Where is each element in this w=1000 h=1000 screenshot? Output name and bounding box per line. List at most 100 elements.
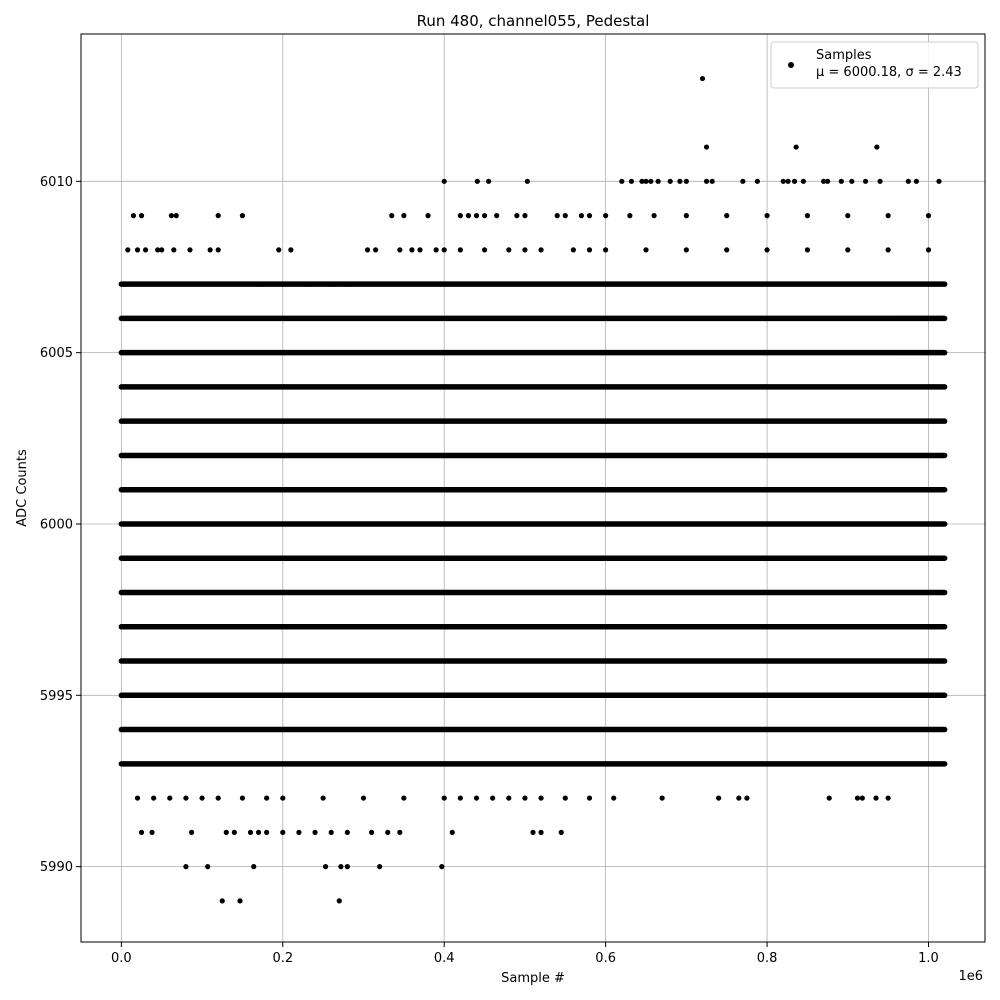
sample-point xyxy=(280,829,286,835)
sample-point xyxy=(441,178,447,184)
sample-point xyxy=(425,213,431,219)
sample-point xyxy=(628,178,635,184)
y-tick-label: 6010 xyxy=(40,175,73,190)
sample-point xyxy=(838,178,844,184)
sample-point xyxy=(724,247,730,253)
legend-stats-label: μ = 6000.18, σ = 2.43 xyxy=(816,65,962,80)
sample-point xyxy=(280,795,286,801)
sample-point xyxy=(804,213,811,219)
sample-point xyxy=(481,213,488,219)
sample-point xyxy=(159,247,165,253)
sample-point xyxy=(320,795,326,801)
sample-point xyxy=(173,213,179,219)
axis-ticks: 0.0 0.2 0.4 0.6 0.8 1.0 5990 5995 6000 6005 6010 xyxy=(40,175,939,966)
sample-point xyxy=(736,795,742,801)
sample-bands xyxy=(118,281,948,767)
sample-point xyxy=(360,795,367,801)
sample-point xyxy=(486,178,492,184)
sample-point xyxy=(237,898,243,904)
sample-point xyxy=(885,247,891,253)
sample-point xyxy=(859,795,865,801)
legend-series-name: Samples xyxy=(816,48,872,63)
sample-point xyxy=(441,795,447,801)
sample-point xyxy=(530,829,536,835)
sample-point xyxy=(223,829,229,835)
sample-point xyxy=(288,247,294,253)
sample-point xyxy=(312,829,318,835)
sample-point xyxy=(854,795,861,801)
sample-point xyxy=(168,213,174,219)
sample-point xyxy=(473,795,480,801)
sample-point xyxy=(570,247,576,253)
sample-point xyxy=(627,213,633,219)
sample-point xyxy=(699,75,706,82)
sample-point xyxy=(255,829,262,835)
sample-point xyxy=(239,213,246,219)
sample-point xyxy=(260,281,266,287)
x-tick-label: 0.0 xyxy=(111,951,132,966)
sample-point xyxy=(183,795,189,801)
sample-point xyxy=(522,795,528,801)
sample-point xyxy=(138,829,145,835)
sample-point xyxy=(377,864,383,870)
sample-point xyxy=(754,178,760,184)
legend-marker xyxy=(788,62,794,68)
sample-point xyxy=(441,247,447,253)
sample-point xyxy=(740,178,746,184)
sample-point xyxy=(473,213,480,219)
x-tick-label: 0.8 xyxy=(757,951,778,966)
sample-point xyxy=(862,178,869,184)
sample-point xyxy=(344,281,350,287)
sample-point xyxy=(264,829,270,835)
sample-point xyxy=(368,829,375,835)
sample-point xyxy=(639,178,645,184)
sample-point xyxy=(793,144,799,150)
sample-point xyxy=(586,213,593,219)
sample-point xyxy=(820,178,827,184)
x-tick-label: 0.2 xyxy=(272,951,293,966)
sample-point xyxy=(936,178,942,184)
sample-point xyxy=(578,213,585,219)
sample-point xyxy=(825,178,831,184)
legend: Samples μ = 6000.18, σ = 2.43 xyxy=(770,41,979,89)
sample-point xyxy=(785,178,791,184)
sample-point xyxy=(397,247,403,253)
sample-point xyxy=(417,247,423,253)
sample-point xyxy=(506,247,512,253)
sample-point xyxy=(149,829,155,835)
sample-point xyxy=(780,178,786,184)
sample-point xyxy=(849,178,855,184)
sample-point xyxy=(554,213,560,219)
sample-point xyxy=(322,864,329,870)
sample-point xyxy=(155,247,161,253)
sample-point xyxy=(474,178,480,184)
sample-point xyxy=(134,247,141,253)
sample-point xyxy=(619,178,625,184)
sample-point xyxy=(648,178,654,184)
sample-point xyxy=(338,864,344,870)
sample-point xyxy=(457,795,463,801)
sample-point xyxy=(328,829,334,835)
sample-point xyxy=(389,213,395,219)
sample-point xyxy=(791,178,798,184)
sample-point xyxy=(522,247,528,253)
sample-point xyxy=(655,178,661,184)
sample-point xyxy=(667,178,673,184)
sample-point xyxy=(276,247,282,253)
x-tick-label: 0.4 xyxy=(434,951,455,966)
sample-point xyxy=(873,795,879,801)
sample-points xyxy=(125,75,942,904)
sample-point xyxy=(251,864,257,870)
sample-point xyxy=(659,795,665,801)
sample-point xyxy=(643,247,649,253)
sample-point xyxy=(125,247,131,253)
sample-point xyxy=(247,829,254,835)
sample-point xyxy=(171,247,177,253)
y-axis-label: ADC Counts xyxy=(15,449,30,527)
x-axis-offset-label: 1e6 xyxy=(958,969,983,984)
sample-point xyxy=(439,864,445,870)
sample-point xyxy=(134,795,141,801)
sample-point xyxy=(401,795,407,801)
